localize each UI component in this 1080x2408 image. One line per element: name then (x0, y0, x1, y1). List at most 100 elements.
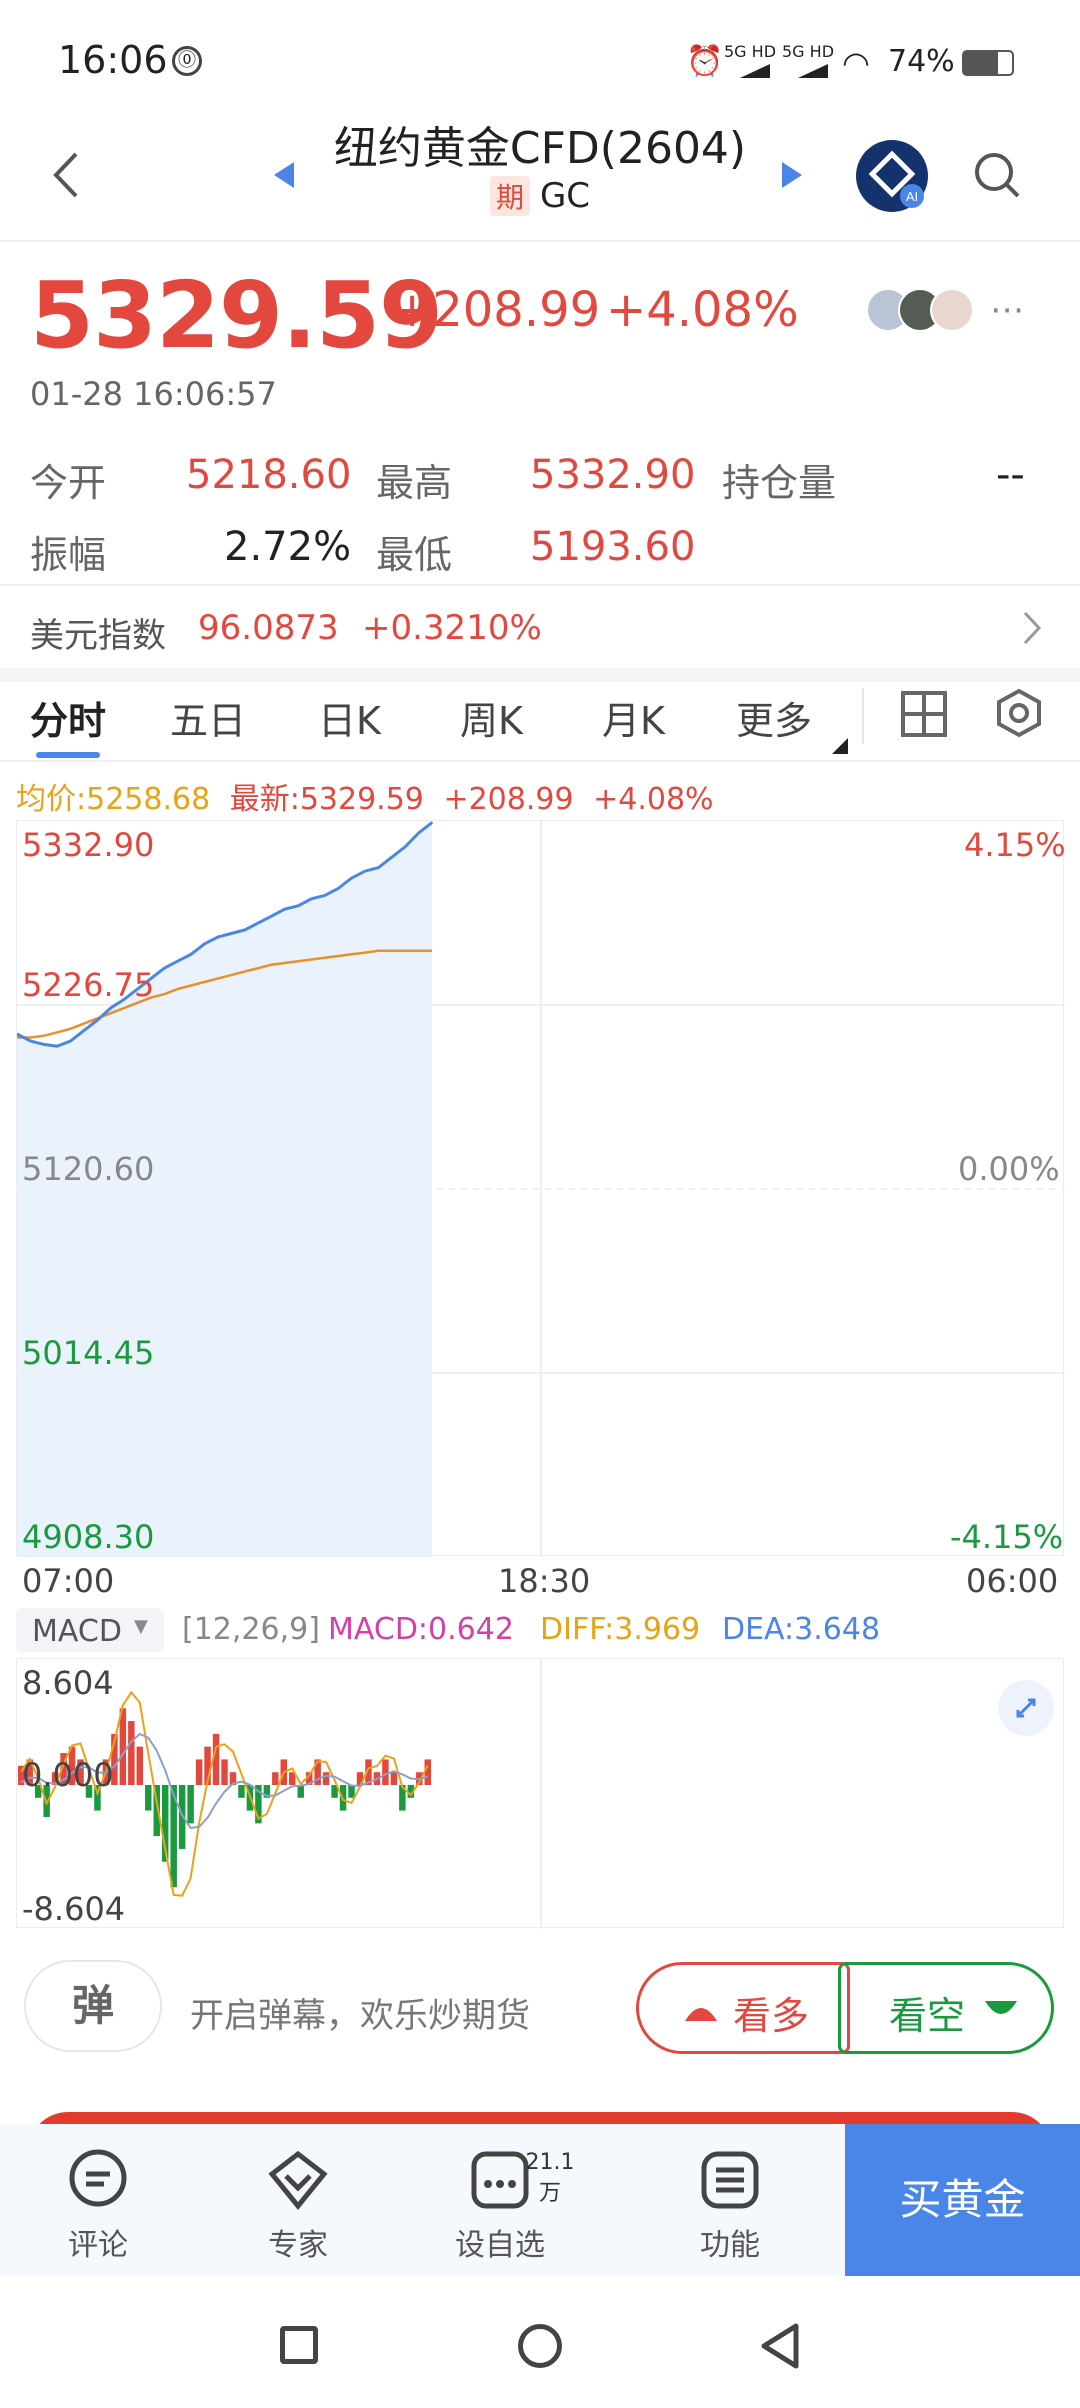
diff-line (20, 1690, 429, 1897)
page-title: 纽约黄金CFD(2604) (333, 123, 747, 174)
dea-value: DEA:3.648 (722, 1612, 881, 1647)
search-icon[interactable] (972, 150, 1022, 200)
price-point (243, 929, 246, 931)
price-point (217, 936, 219, 938)
macd-bar-positive (51, 1772, 59, 1785)
tab-daily-k[interactable]: 日K (318, 699, 381, 743)
last-price: 5329.59 (30, 262, 443, 369)
price-point (230, 932, 232, 935)
home-icon[interactable] (518, 2324, 562, 2368)
macd-bar-positive (60, 1753, 67, 1785)
price-point (203, 943, 206, 945)
battery-icon (962, 50, 1014, 76)
back-icon[interactable] (50, 150, 80, 200)
macd-bar-positive (221, 1759, 228, 1785)
pct-tick-1: 4.15% (964, 826, 1066, 864)
tab-intraday[interactable]: 分时 (30, 699, 107, 743)
macd-bar-positive (77, 1759, 84, 1785)
danmu-input[interactable]: 开启弹幕，欢乐炒期货 (190, 1996, 530, 2036)
price-point (270, 915, 273, 917)
buy-gold-button[interactable]: 买黄金 (845, 2124, 1080, 2276)
prev-contract-icon[interactable] (272, 160, 296, 190)
macd-bar-negative (145, 1785, 152, 1811)
macd-bar-positive (314, 1759, 321, 1785)
macd-bar-negative (238, 1785, 245, 1798)
macd-bar-positive (229, 1772, 237, 1785)
macd-selector[interactable]: MACD ▼ (16, 1608, 164, 1652)
y-tick-5: 4908.30 (22, 1518, 155, 1556)
expand-icon[interactable] (998, 1680, 1054, 1736)
y-tick-4: 5014.45 (22, 1334, 155, 1372)
danmu-toggle[interactable]: 弹 (24, 1960, 162, 2052)
price-point (42, 1043, 45, 1046)
macd-bottom-tick: -8.604 (22, 1890, 126, 1928)
expert-icon (268, 2150, 328, 2210)
intraday-chart-svg (17, 821, 1065, 1557)
macd-bar-negative (187, 1785, 194, 1824)
pct-tick-2: 0.00% (958, 1150, 1060, 1188)
tab-monthly-k[interactable]: 月K (602, 699, 665, 743)
nav-add-watchlist[interactable]: 21.1万 设自选 (420, 2124, 580, 2276)
ai-assistant-icon[interactable]: AI (856, 140, 928, 212)
next-contract-icon[interactable] (780, 160, 804, 190)
legend-last: 最新:5329.59 (229, 782, 424, 817)
tab-indicator (36, 752, 100, 758)
macd-chart-svg (18, 1659, 542, 1929)
price-point (176, 960, 179, 963)
nav-experts[interactable]: 专家 (218, 2124, 378, 2276)
macd-bar-negative (34, 1785, 42, 1798)
macd-chart[interactable] (16, 1658, 1064, 1929)
price-point (150, 977, 152, 980)
bearish-button[interactable]: 看空 (838, 1962, 1054, 2054)
dxy-row[interactable]: 美元指数 96.0873 +0.3210% (0, 586, 1080, 668)
intraday-chart[interactable] (16, 820, 1065, 1557)
back-nav-icon[interactable] (758, 2322, 802, 2374)
price-point (377, 866, 380, 869)
chevron-right-icon (1022, 610, 1042, 650)
down-arrow-icon (985, 2001, 1017, 2014)
nav-comments[interactable]: 评论 (18, 2124, 178, 2276)
bullish-label: 看多 (733, 1994, 810, 2038)
macd-bar-positive (382, 1759, 389, 1785)
watchlist-count-badge: 21.1万 (525, 2150, 575, 2206)
legend-change: +208.99 (443, 782, 574, 817)
tab-more[interactable]: 更多 (736, 699, 813, 743)
price-point (431, 821, 433, 824)
macd-bar-negative (399, 1785, 406, 1811)
macd-bar-negative (348, 1785, 355, 1798)
tab-five-day[interactable]: 五日 (170, 699, 247, 743)
macd-bar-positive (26, 1759, 33, 1785)
avg-price-line (17, 949, 432, 1039)
more-icon[interactable]: ⋯ (990, 290, 1024, 330)
tab-weekly-k[interactable]: 周K (460, 699, 523, 743)
dea-line (20, 1732, 429, 1829)
x-tick-1: 07:00 (22, 1562, 115, 1600)
price-point (417, 832, 420, 834)
price-point (324, 894, 326, 897)
community-avatars[interactable] (866, 288, 976, 334)
nav-functions[interactable]: 功能 (650, 2124, 810, 2276)
open-value: 5218.60 (186, 452, 352, 498)
macd-mid-tick: 0.000 (22, 1756, 114, 1794)
x-tick-3: 06:00 (966, 1562, 1059, 1600)
price-point (350, 877, 353, 879)
contract-subtitle: 期 GC (0, 176, 1080, 216)
price-point (283, 908, 286, 911)
settings-icon[interactable] (994, 688, 1044, 742)
comment-icon (69, 2149, 127, 2207)
battery-percent: 74% (888, 44, 955, 79)
stats-divider (0, 584, 1080, 586)
macd-bar-positive (390, 1772, 398, 1785)
dxy-label: 美元指数 (30, 616, 166, 656)
y-tick-1: 5332.90 (22, 826, 155, 864)
price-area (17, 822, 432, 1557)
macd-bar-negative (263, 1785, 271, 1798)
macd-bar-positive (195, 1759, 203, 1785)
grid-layout-icon[interactable] (900, 690, 948, 742)
macd-bar-negative (94, 1785, 101, 1811)
status-notification-icon: ⓪ (172, 46, 202, 76)
bullish-button[interactable]: 看多 (636, 1962, 850, 2054)
futures-tag: 期 (489, 176, 530, 216)
recent-apps-icon[interactable] (280, 2326, 318, 2364)
macd-bar-positive (322, 1772, 330, 1785)
